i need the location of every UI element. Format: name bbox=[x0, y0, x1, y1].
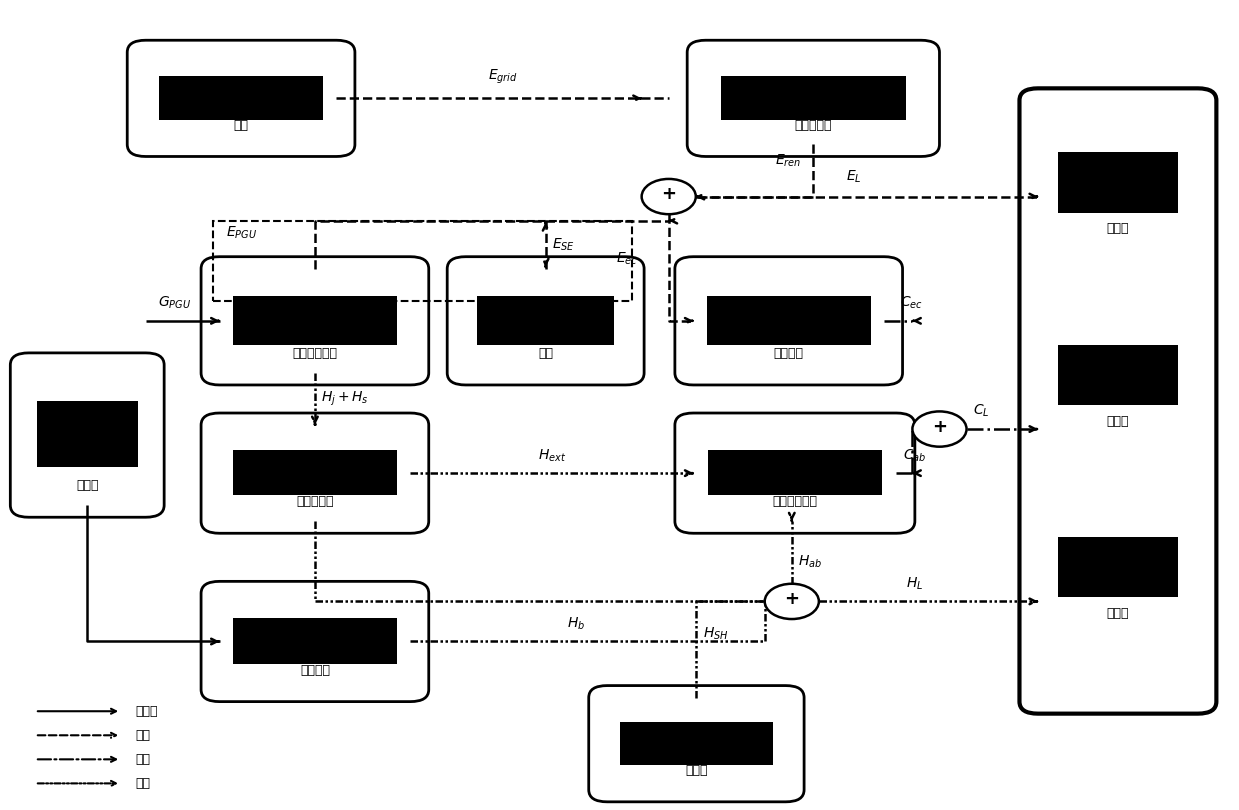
Text: $E_L$: $E_L$ bbox=[845, 168, 861, 185]
Text: 冷能: 冷能 bbox=[136, 752, 151, 765]
FancyBboxPatch shape bbox=[1020, 88, 1217, 714]
Bar bbox=[1058, 345, 1178, 405]
FancyBboxPatch shape bbox=[447, 257, 644, 385]
Text: $E_{PGU}$: $E_{PGU}$ bbox=[225, 224, 256, 241]
Bar bbox=[1058, 152, 1178, 212]
Text: 电制冷机: 电制冷机 bbox=[773, 347, 804, 360]
Text: $E_{SE}$: $E_{SE}$ bbox=[551, 237, 575, 253]
FancyBboxPatch shape bbox=[128, 40, 354, 156]
Bar bbox=[620, 722, 773, 765]
Bar bbox=[1058, 537, 1178, 598]
Text: $H_{ext}$: $H_{ext}$ bbox=[538, 447, 566, 463]
Text: 燃气锅炉: 燃气锅炉 bbox=[300, 663, 330, 677]
Text: $C_{ab}$: $C_{ab}$ bbox=[902, 447, 926, 463]
FancyBboxPatch shape bbox=[675, 413, 914, 533]
FancyBboxPatch shape bbox=[589, 685, 804, 802]
Text: +: + bbox=[932, 418, 947, 436]
Text: 燃气发电机组: 燃气发电机组 bbox=[292, 347, 337, 360]
Bar bbox=[233, 296, 396, 345]
Bar bbox=[233, 450, 396, 495]
Text: 吸收式制冷机: 吸收式制冷机 bbox=[772, 496, 818, 509]
Circle shape bbox=[764, 584, 819, 619]
Circle shape bbox=[642, 179, 696, 214]
Text: 天然气: 天然气 bbox=[136, 705, 159, 718]
Text: 储热罐: 储热罐 bbox=[685, 764, 707, 777]
Text: $G_{PGU}$: $G_{PGU}$ bbox=[159, 295, 191, 311]
FancyBboxPatch shape bbox=[201, 413, 429, 533]
Text: $H_L$: $H_L$ bbox=[906, 575, 923, 592]
Text: 热负荷: 热负荷 bbox=[1106, 607, 1129, 620]
FancyBboxPatch shape bbox=[10, 353, 164, 518]
FancyBboxPatch shape bbox=[201, 257, 429, 385]
FancyBboxPatch shape bbox=[675, 257, 902, 385]
Text: 电能: 电能 bbox=[136, 729, 151, 742]
Text: 天然气: 天然气 bbox=[76, 480, 98, 492]
Text: 热能: 热能 bbox=[136, 777, 151, 790]
Text: $E_{grid}$: $E_{grid}$ bbox=[488, 68, 518, 87]
Text: $H_{ab}$: $H_{ab}$ bbox=[798, 553, 821, 569]
Text: $C_L$: $C_L$ bbox=[973, 403, 989, 420]
Bar bbox=[37, 402, 138, 467]
Bar bbox=[233, 618, 396, 663]
Text: $C_{ec}$: $C_{ec}$ bbox=[901, 295, 923, 311]
Text: $H_b$: $H_b$ bbox=[567, 616, 586, 632]
Text: 电池: 电池 bbox=[538, 347, 553, 360]
Text: +: + bbox=[784, 590, 799, 608]
Text: 冷负荷: 冷负荷 bbox=[1106, 415, 1129, 428]
Bar bbox=[159, 76, 323, 120]
Bar bbox=[721, 76, 906, 120]
FancyBboxPatch shape bbox=[201, 582, 429, 701]
Text: $E_{ec}$: $E_{ec}$ bbox=[616, 250, 638, 267]
Circle shape bbox=[912, 411, 966, 446]
Bar bbox=[706, 296, 871, 345]
Bar bbox=[477, 296, 615, 345]
FancyBboxPatch shape bbox=[688, 40, 939, 156]
Text: +: + bbox=[662, 185, 676, 203]
Text: 可再生能源: 可再生能源 bbox=[794, 118, 833, 132]
Bar bbox=[213, 220, 632, 301]
Bar bbox=[707, 450, 882, 495]
Text: 电负荷: 电负荷 bbox=[1106, 222, 1129, 235]
Text: $H_{SH}$: $H_{SH}$ bbox=[703, 625, 729, 642]
Text: $E_{ren}$: $E_{ren}$ bbox=[774, 152, 802, 168]
Text: 热回收装置: 热回收装置 bbox=[296, 496, 333, 509]
Text: $H_j+H_s$: $H_j+H_s$ bbox=[321, 390, 369, 408]
Text: 电网: 电网 bbox=[234, 118, 249, 132]
